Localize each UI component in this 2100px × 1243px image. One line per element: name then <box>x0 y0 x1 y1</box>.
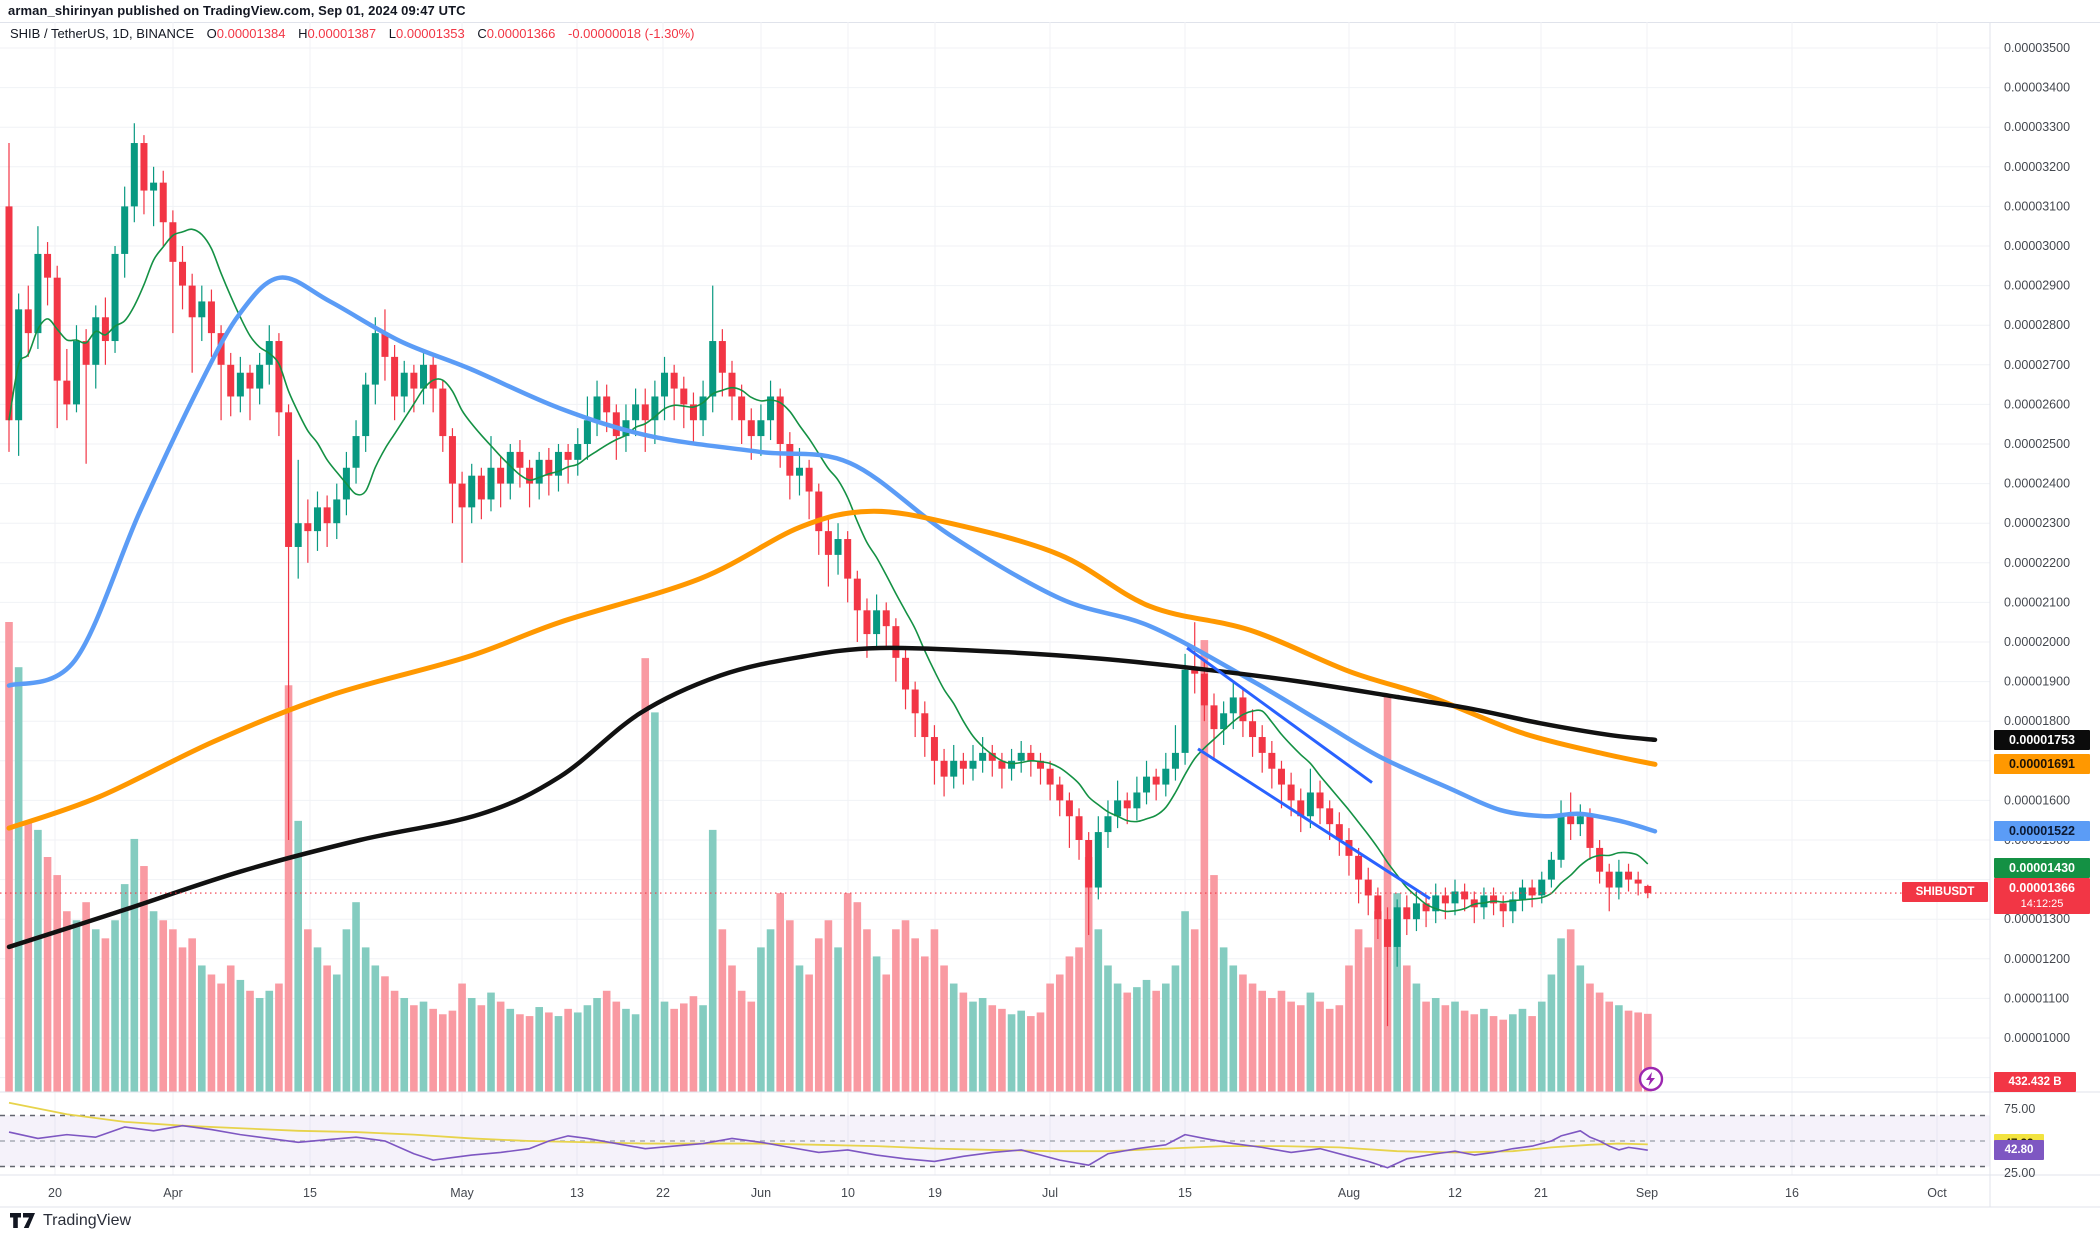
rsi-ma-line <box>8 1101 1648 1154</box>
candles-layer <box>5 123 1652 1027</box>
svg-text:75.00: 75.00 <box>2004 1102 2035 1116</box>
svg-text:0.00002800: 0.00002800 <box>2004 318 2070 332</box>
ma-blue-line <box>6 275 1658 834</box>
chart-legend: SHIB / TetherUS, 1D, BINANCE O0.00001384… <box>10 26 695 41</box>
svg-text:0.00003100: 0.00003100 <box>2004 199 2070 213</box>
last-price-badge: 0.00001366 14:12:25 <box>1994 878 2090 915</box>
svg-text:Jul: Jul <box>1042 1186 1058 1200</box>
ma20-price-badge: 0.00001430 <box>1994 857 2090 878</box>
ma-orange-line <box>6 508 1658 831</box>
svg-text:0.00001300: 0.00001300 <box>2004 912 2070 926</box>
symbol-tag: SHIBUSDT <box>1902 882 1988 903</box>
price-axis[interactable]: 0.00003500 0.00003400 0.00003300 0.00003200… <box>2004 41 2070 1085</box>
svg-text:0.00003000: 0.00003000 <box>2004 239 2070 253</box>
svg-text:0.00001900: 0.00001900 <box>2004 675 2070 689</box>
low-value: 0.00001353 <box>396 26 465 41</box>
time-axis[interactable]: 20 Apr 15 May 13 22 Jun 10 19 Jul 15 Aug 12 21 Sep 16 Oc… <box>48 1186 1947 1200</box>
open-value: 0.00001384 <box>216 26 286 41</box>
svg-text:0.00003300: 0.00003300 <box>2004 120 2070 134</box>
ma100-price-badge: 0.00001691 <box>1994 754 2090 775</box>
svg-text:0.00003500: 0.00003500 <box>2004 41 2070 55</box>
svg-text:0.00001100: 0.00001100 <box>2004 991 2069 1005</box>
ma-black-line <box>6 645 1658 950</box>
svg-text:0.00001000: 0.00001000 <box>2004 1031 2070 1045</box>
svg-text:0.00001200: 0.00001200 <box>2004 952 2070 966</box>
svg-text:0.00002500: 0.00002500 <box>2004 437 2070 451</box>
svg-text:Apr: Apr <box>163 1186 182 1200</box>
svg-text:15: 15 <box>1178 1186 1192 1200</box>
volume-layer <box>5 622 1652 1092</box>
svg-text:0.00002000: 0.00002000 <box>2004 635 2070 649</box>
bar-countdown: 14:12:25 <box>2020 898 2064 911</box>
svg-text:0.00002200: 0.00002200 <box>2004 556 2070 570</box>
low-label: L <box>388 26 396 41</box>
close-label: C <box>477 26 487 41</box>
svg-text:0.00003200: 0.00003200 <box>2004 160 2070 174</box>
svg-text:20: 20 <box>48 1186 62 1200</box>
tradingview-logo[interactable]: TradingView <box>10 1212 131 1230</box>
svg-text:0.00001800: 0.00001800 <box>2004 714 2070 728</box>
svg-text:0.00002600: 0.00002600 <box>2004 397 2070 411</box>
svg-text:0.00002100: 0.00002100 <box>2004 595 2070 609</box>
svg-text:0.00003400: 0.00003400 <box>2004 81 2070 95</box>
svg-text:10: 10 <box>841 1186 855 1200</box>
close-value: 0.00001366 <box>486 26 556 41</box>
svg-text:Jun: Jun <box>751 1186 771 1200</box>
symbol-title[interactable]: SHIB / TetherUS, 1D, BINANCE <box>10 26 194 41</box>
svg-text:Aug: Aug <box>1338 1186 1360 1200</box>
svg-text:12: 12 <box>1448 1186 1462 1200</box>
last-price-value: 0.00001366 <box>2008 881 2076 896</box>
svg-text:0.00002400: 0.00002400 <box>2004 477 2070 491</box>
ma50-price-badge: 0.00001522 <box>1994 821 2090 842</box>
ma-green-line <box>8 228 1649 913</box>
high-label: H <box>298 26 308 41</box>
separators <box>0 22 2100 1208</box>
attribution-text: arman_shirinyan published on TradingView… <box>8 3 466 18</box>
ma200-price-badge: 0.00001753 <box>1994 729 2090 750</box>
svg-text:15: 15 <box>303 1186 317 1200</box>
svg-text:0.00001600: 0.00001600 <box>2004 793 2070 807</box>
channel-upper-trendline <box>1186 646 1373 784</box>
rsi-pane <box>0 1114 1990 1168</box>
svg-text:0.00002900: 0.00002900 <box>2004 279 2070 293</box>
svg-text:0.00002300: 0.00002300 <box>2004 516 2070 530</box>
svg-text:Sep: Sep <box>1636 1186 1658 1200</box>
tradingview-logo-icon <box>10 1213 35 1228</box>
tradingview-logo-text: TradingView <box>43 1212 132 1229</box>
high-value: 0.00001387 <box>307 26 377 41</box>
svg-text:25.00: 25.00 <box>2004 1166 2035 1180</box>
rsi-line <box>8 1124 1648 1169</box>
svg-text:0.00002700: 0.00002700 <box>2004 358 2070 372</box>
channel-lower-trendline <box>1197 747 1431 900</box>
svg-text:16: 16 <box>1785 1186 1799 1200</box>
volume-badge: 432.432 B <box>1994 1072 2076 1092</box>
open-label: O <box>206 26 217 41</box>
rsi-badge: 42.80 <box>1994 1140 2044 1161</box>
rsi-axis: 75.00 25.00 <box>2004 1102 2035 1180</box>
svg-text:19: 19 <box>928 1186 942 1200</box>
svg-text:22: 22 <box>656 1186 670 1200</box>
svg-text:May: May <box>450 1186 474 1200</box>
svg-text:21: 21 <box>1534 1186 1548 1200</box>
flash-icon[interactable] <box>1638 1066 1664 1092</box>
svg-text:Oct: Oct <box>1927 1186 1947 1200</box>
svg-text:13: 13 <box>570 1186 584 1200</box>
change-value: -0.00000018 (-1.30%) <box>568 26 695 41</box>
